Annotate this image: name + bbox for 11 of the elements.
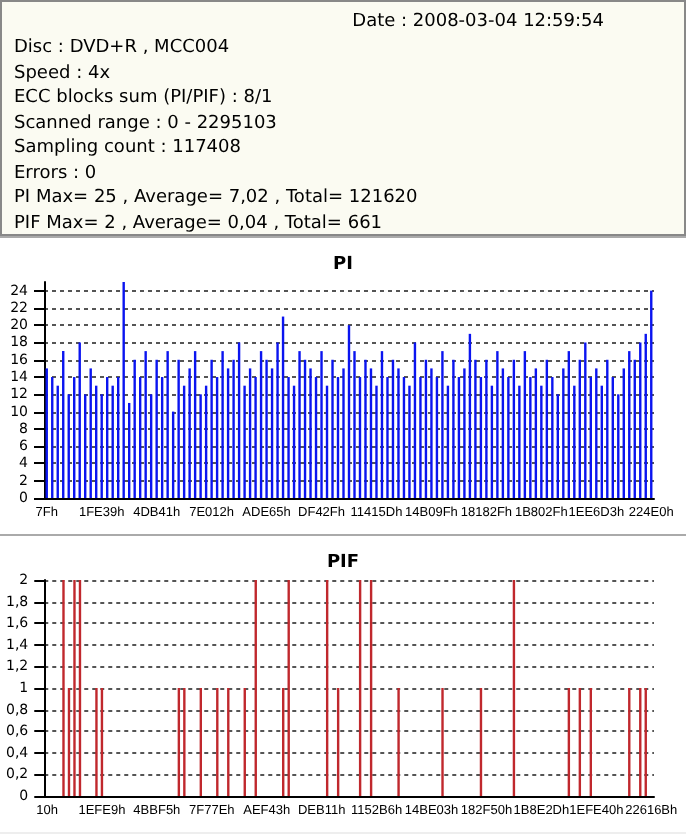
chart-title: PIF	[326, 553, 360, 573]
text: Errors : 0	[14, 161, 99, 186]
text: Sampling count : 117408	[14, 136, 243, 161]
chart-title: PI	[333, 255, 353, 275]
text: Scanned range : 0 - 2295103	[14, 111, 279, 136]
text: PI Max= 25 , Average= 7,02 , Total= 121620	[14, 186, 420, 211]
text: ECC blocks sum (PI/PIF) : 8/1	[14, 86, 275, 111]
text: Date : 2008-03-04 12:59:54	[352, 10, 604, 35]
text: Disc : DVD+R , MCC004	[14, 36, 232, 61]
text: Speed : 4x	[14, 61, 113, 86]
text: PIF Max= 2 , Average= 0,04 , Total= 661	[14, 211, 385, 236]
